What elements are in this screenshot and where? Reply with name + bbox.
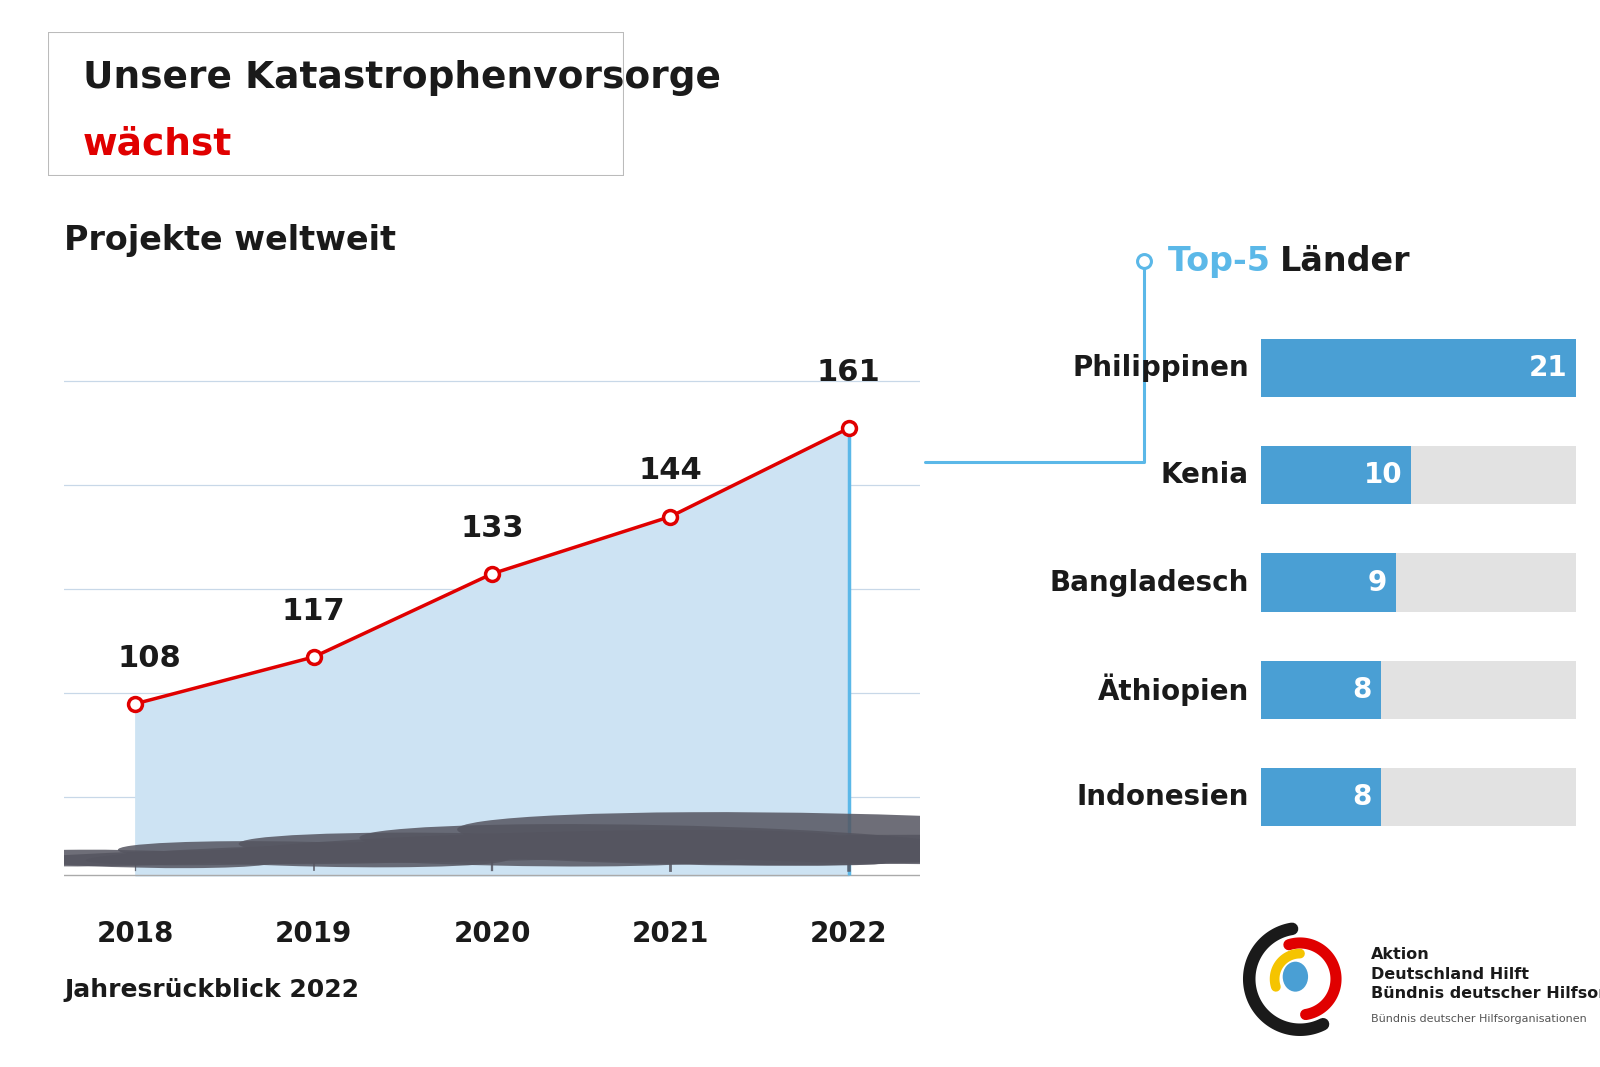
Ellipse shape [85, 844, 486, 865]
Text: 2018: 2018 [96, 920, 174, 947]
Bar [1261, 660, 1576, 719]
Bar [1261, 338, 1576, 397]
Ellipse shape [221, 830, 840, 863]
Text: 2022: 2022 [810, 920, 888, 947]
Text: Länder: Länder [1280, 245, 1411, 277]
Ellipse shape [458, 812, 1240, 864]
Text: wächst: wächst [83, 126, 232, 162]
Ellipse shape [171, 839, 664, 864]
Text: Projekte weltweit: Projekte weltweit [64, 224, 397, 256]
Bar [1261, 338, 1576, 397]
Ellipse shape [619, 842, 1154, 864]
Text: Indonesien: Indonesien [1077, 783, 1250, 811]
Text: Top-5: Top-5 [1168, 245, 1282, 277]
Text: 117: 117 [282, 596, 346, 625]
Text: Kenia: Kenia [1162, 461, 1250, 489]
Ellipse shape [118, 841, 509, 867]
Ellipse shape [451, 847, 886, 865]
Text: 2020: 2020 [453, 920, 531, 947]
Text: 21: 21 [1528, 354, 1568, 382]
Bar [1261, 554, 1576, 611]
Bar [1261, 768, 1381, 827]
Text: Bangladesch: Bangladesch [1050, 569, 1250, 596]
Text: Äthiopien: Äthiopien [1098, 673, 1250, 706]
Ellipse shape [786, 834, 1458, 863]
Text: Jahresrückblick 2022: Jahresrückblick 2022 [64, 978, 358, 1002]
Text: 2021: 2021 [632, 920, 709, 947]
Text: Unsere Katastrophenvorsorge: Unsere Katastrophenvorsorge [83, 60, 720, 96]
Ellipse shape [238, 832, 746, 866]
Text: 8: 8 [1352, 783, 1373, 811]
Bar [1261, 768, 1576, 827]
Text: 108: 108 [117, 643, 181, 672]
Ellipse shape [360, 824, 981, 865]
Text: 8: 8 [1352, 676, 1373, 704]
FancyBboxPatch shape [48, 32, 624, 176]
Bar [1261, 446, 1576, 505]
Text: 144: 144 [638, 457, 702, 485]
Bar [1261, 554, 1395, 611]
Text: 10: 10 [1363, 461, 1402, 489]
Text: Bündnis deutscher Hilfsorganisationen: Bündnis deutscher Hilfsorganisationen [1371, 1014, 1587, 1024]
Text: 9: 9 [1368, 569, 1387, 596]
Text: 161: 161 [816, 357, 880, 386]
Bar [1261, 660, 1381, 719]
Ellipse shape [0, 850, 309, 866]
Bar [1261, 446, 1411, 505]
Ellipse shape [1283, 961, 1309, 991]
Ellipse shape [0, 849, 274, 869]
Text: 133: 133 [461, 513, 523, 543]
Text: Aktion
Deutschland Hilft
Bündnis deutscher Hilfsorganisationen: Aktion Deutschland Hilft Bündnis deutsch… [1371, 947, 1600, 1001]
Text: 2019: 2019 [275, 920, 352, 947]
Text: Philippinen: Philippinen [1072, 354, 1250, 382]
